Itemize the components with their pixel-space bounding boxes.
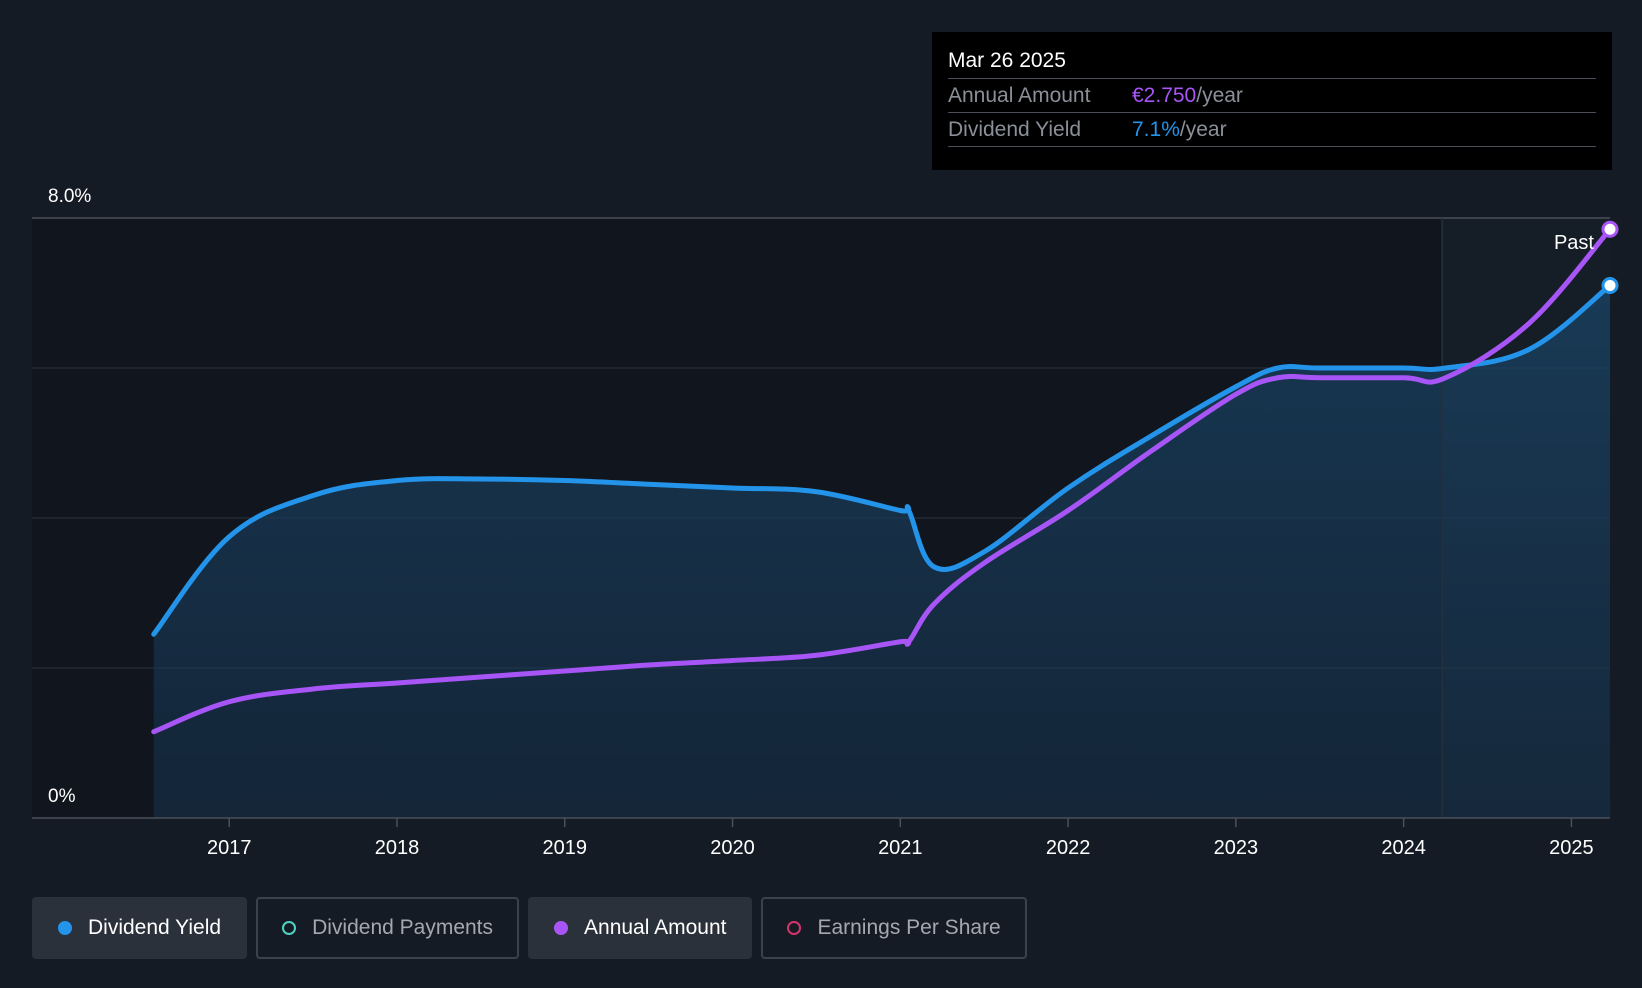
dividend-yield-line [151, 283, 1613, 637]
legend-item-dividend-payments[interactable]: Dividend Payments [256, 897, 520, 959]
legend-label: Dividend Payments [312, 916, 494, 939]
x-tick-label: 2025 [1549, 837, 1594, 859]
legend-item-earnings-per-share[interactable]: Earnings Per Share [761, 897, 1027, 959]
y-axis-min-label: 0% [48, 786, 76, 807]
x-tick-label: 2018 [375, 837, 420, 859]
tooltip-date: Mar 26 2025 [948, 49, 1066, 72]
x-tick-label: 2022 [1046, 837, 1091, 859]
x-tick-label: 2021 [878, 837, 923, 859]
legend-ring-icon [787, 921, 802, 935]
tooltip: Mar 26 2025 Annual Amount €2.750/year Di… [932, 32, 1612, 170]
dividend-yield-endpoint[interactable] [1601, 277, 1619, 294]
legend-item-annual-amount[interactable]: Annual Amount [528, 897, 753, 959]
x-tick-label: 2023 [1214, 837, 1259, 859]
tooltip-row-dividend-yield: Dividend Yield 7.1%/year [948, 112, 1596, 147]
x-tick-label: 2017 [207, 837, 252, 859]
legend-item-dividend-yield[interactable]: Dividend Yield [32, 897, 248, 959]
y-axis-max-label: 8.0% [48, 186, 91, 207]
tooltip-value: 7.1% [1132, 118, 1180, 141]
series-lines [151, 220, 1619, 735]
x-tick-label: 2024 [1381, 837, 1426, 859]
legend-dot-icon [554, 921, 569, 935]
past-label: Past [1554, 232, 1594, 254]
legend: Dividend Yield Dividend Payments Annual … [32, 897, 1036, 959]
legend-ring-icon [282, 921, 297, 935]
legend-dot-icon [58, 921, 72, 935]
dividend-yield-area [153, 285, 1610, 818]
legend-label: Dividend Yield [88, 916, 222, 939]
annual-amount-endpoint[interactable] [1601, 220, 1619, 238]
annual-amount-line [151, 226, 1613, 735]
tooltip-label: Dividend Yield [948, 118, 1082, 141]
tooltip-unit: /year [1196, 84, 1243, 107]
legend-label: Earnings Per Share [817, 916, 1001, 939]
tooltip-row-annual-amount: Annual Amount €2.750/year [948, 78, 1596, 112]
x-tick-label: 2020 [710, 837, 755, 859]
tooltip-unit: /year [1179, 118, 1227, 141]
tooltip-value: €2.750 [1132, 84, 1197, 107]
x-tick-label: 2019 [543, 837, 588, 859]
x-axis-ticks: 2017 2018 2019 2020 2021 2022 2023 2024 2025 [207, 818, 1594, 859]
tooltip-label: Annual Amount [948, 84, 1091, 107]
legend-label: Annual Amount [584, 916, 727, 939]
